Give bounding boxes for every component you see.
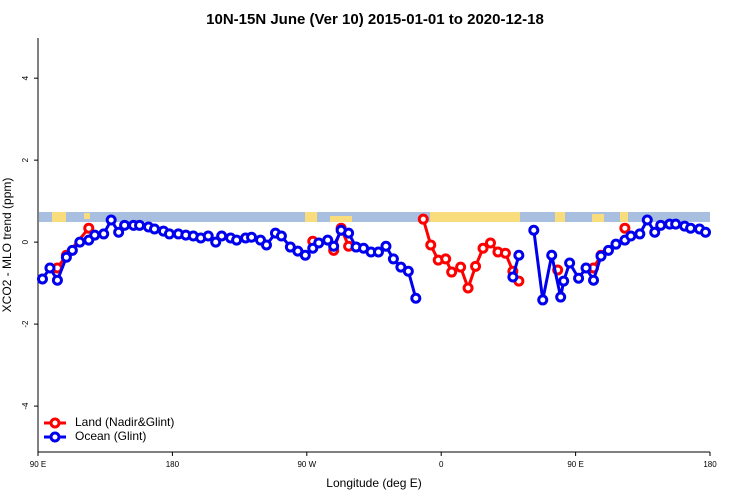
data-point [425, 239, 437, 251]
y-tick-label: -4 [21, 402, 30, 410]
data-point [580, 262, 592, 274]
x-tick-label: 90 E [567, 460, 583, 469]
x-tick-label: 180 [703, 460, 717, 469]
data-point [299, 249, 311, 261]
data-point [260, 239, 272, 251]
y-tick-label: -2 [21, 320, 30, 328]
x-tick-label: 180 [166, 460, 180, 469]
data-point [148, 223, 160, 235]
surface-band [39, 212, 710, 222]
data-point [446, 266, 458, 278]
data-point [372, 246, 384, 258]
data-point [555, 291, 567, 303]
data-point [380, 240, 392, 252]
x-tick-label: 90 W [297, 460, 316, 469]
chart-title: 10N-15N June (Ver 10) 2015-01-01 to 2020… [206, 11, 544, 28]
data-point [670, 218, 682, 230]
data-point [564, 257, 576, 269]
data-point [98, 228, 110, 240]
series-line [41, 216, 707, 301]
data-point [477, 242, 489, 254]
data-point [528, 224, 540, 236]
data-point [202, 230, 214, 242]
data-point [462, 282, 474, 294]
data-point [625, 230, 637, 242]
data-point [537, 294, 549, 306]
data-point [507, 271, 519, 283]
data-point [484, 237, 496, 249]
data-point [387, 253, 399, 265]
data-point [113, 226, 125, 238]
data-point [134, 219, 146, 231]
data-point [119, 219, 131, 231]
legend-label: Ocean (Glint) [75, 429, 146, 443]
legend-marker [49, 417, 61, 429]
y-axis-label: XCO2 - MLO trend (ppm) [0, 178, 14, 313]
data-point [619, 222, 631, 234]
data-point [610, 238, 622, 250]
legend-label: Land (Nadir&Glint) [75, 415, 174, 429]
data-point [588, 274, 600, 286]
data-point [440, 253, 452, 265]
x-tick-label: 90 E [30, 460, 46, 469]
data-point [602, 244, 614, 256]
y-tick-label: 4 [21, 75, 30, 80]
data-point [573, 272, 585, 284]
data-point [499, 247, 511, 259]
data-point [44, 262, 56, 274]
data-point [210, 236, 222, 248]
data-point [66, 244, 78, 256]
data-point [558, 275, 570, 287]
data-point [595, 250, 607, 262]
data-point [231, 234, 243, 246]
data-point [328, 240, 340, 252]
data-point [402, 265, 414, 277]
data-point [700, 226, 712, 238]
legend [40, 413, 180, 447]
data-point [417, 213, 429, 225]
data-point [322, 234, 334, 246]
data-point [343, 227, 355, 239]
y-tick-label: 2 [21, 157, 30, 162]
data-point [74, 236, 86, 248]
data-point [455, 261, 467, 273]
data-point [51, 274, 63, 286]
data-point [275, 230, 287, 242]
data-point [313, 237, 325, 249]
data-point [685, 222, 697, 234]
legend-marker [49, 431, 61, 443]
data-point [546, 249, 558, 261]
data-point [36, 273, 48, 285]
data-point [105, 214, 117, 226]
data-point [163, 228, 175, 240]
data-point [89, 229, 101, 241]
data-point [649, 226, 661, 238]
data-point [83, 222, 95, 234]
data-point [513, 249, 525, 261]
data-point [246, 231, 258, 243]
data-point [634, 228, 646, 240]
data-point [470, 260, 482, 272]
data-point [60, 251, 72, 263]
data-point [216, 230, 228, 242]
x-axis-label: Longitude (deg E) [326, 476, 421, 490]
data-point [410, 292, 422, 304]
data-point [641, 214, 653, 226]
x-tick-label: 0 [439, 460, 444, 469]
data-point [655, 219, 667, 231]
y-tick-label: 0 [21, 239, 30, 244]
